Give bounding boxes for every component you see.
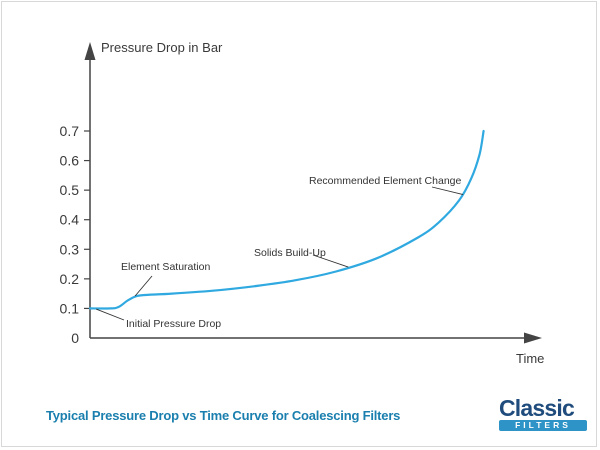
logo-tag: FILTERS [499,420,587,431]
y-tick-label: 0.5 [60,182,80,198]
annotation-leader-line [134,275,153,297]
annotation-label: Initial Pressure Drop [126,318,221,330]
y-tick-label: 0.7 [60,123,80,139]
figure-caption: Typical Pressure Drop vs Time Curve for … [46,408,401,423]
annotation-leader-line [95,308,125,321]
y-tick-label: 0.1 [60,300,80,316]
annotation-label: Solids Build-Up [254,247,326,259]
annotation-label: Element Saturation [121,261,210,273]
y-tick-label: 0.4 [60,212,80,228]
annotation-leader-line [312,254,349,268]
y-tick-label: 0.3 [60,241,80,257]
pressure-curve-line [88,129,485,310]
logo-wordmark: Classic [499,395,575,421]
y-axis-label: Pressure Drop in Bar [101,40,223,55]
classic-filters-logo: Classic FILTERS [499,396,589,434]
x-axis-label: Time [516,351,544,366]
y-tick-label: 0 [71,330,79,346]
y-axis-arrow [84,42,96,60]
y-tick-label: 0.2 [60,271,80,287]
annotation-label: Recommended Element Change [309,175,461,187]
x-axis-arrow [524,332,542,344]
annotation-leader-line [431,186,464,196]
y-tick-label: 0.6 [60,153,80,169]
